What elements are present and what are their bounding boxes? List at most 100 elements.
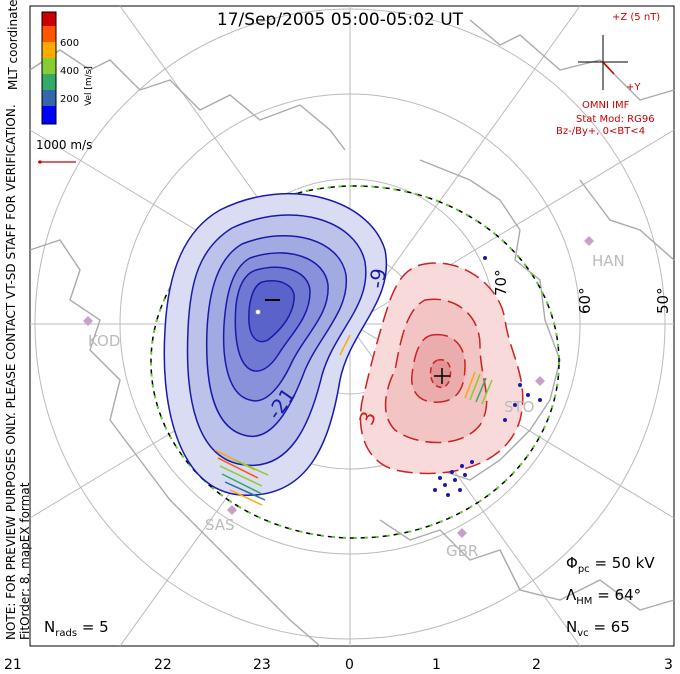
- radar-marker-sas: [227, 505, 237, 515]
- lat-label-70: 70°: [492, 269, 510, 296]
- color-swatch: [42, 42, 56, 58]
- color-swatch: [42, 58, 56, 74]
- point: [503, 418, 507, 422]
- vector: [229, 489, 263, 506]
- point: [460, 464, 464, 468]
- low-velocity-points: [433, 256, 542, 497]
- mlt-tick-1: 1: [432, 657, 441, 673]
- point: [453, 478, 457, 482]
- coastline-east: [579, 179, 675, 261]
- stat-vector-count: Nvc = 65: [566, 618, 630, 639]
- vector: [221, 473, 263, 495]
- point: [446, 493, 450, 497]
- point: [483, 256, 487, 260]
- radar-marker-han: [584, 236, 594, 246]
- vector: [234, 459, 269, 476]
- radar-label-sas: SAS: [205, 516, 235, 534]
- coastline-north-east: [469, 19, 675, 101]
- vector: [464, 371, 476, 399]
- mlt-tick-21: 21: [4, 657, 22, 673]
- point: [463, 473, 467, 477]
- point: [438, 476, 442, 480]
- color-bar: [41, 11, 57, 125]
- coastline-south-east: [379, 519, 675, 611]
- mlt-tick-3: 3: [664, 657, 673, 673]
- point: [513, 403, 517, 407]
- imf-vector: [602, 61, 615, 75]
- imf-model-line1: Stat Mod: RG96: [576, 114, 655, 125]
- negative-cell: [163, 192, 388, 496]
- imf-y-label: +Y: [626, 82, 641, 93]
- mlt-tick-0: 0: [345, 657, 354, 673]
- mlt-tick-23: 23: [253, 657, 271, 673]
- coastline-north: [29, 49, 346, 151]
- stat-radar-count: Nrads = 5: [44, 618, 109, 639]
- color-swatch: [42, 90, 56, 106]
- point: [443, 483, 447, 487]
- point: [538, 398, 542, 402]
- vector: [475, 377, 487, 403]
- color-swatch: [42, 74, 56, 90]
- radar-label-sto: STO: [504, 398, 535, 416]
- velocity-vectors-sto: [339, 334, 493, 405]
- imf-model-line2: Bz-/By+, 0<BT<4: [556, 126, 646, 137]
- stat-phi-symbol: Φ: [566, 554, 578, 572]
- point: [518, 383, 522, 387]
- color-tick-600: 600: [60, 38, 80, 49]
- point: [526, 393, 530, 397]
- map-title: 17/Sep/2005 05:00-05:02 UT: [216, 10, 464, 30]
- vector: [219, 465, 263, 487]
- velocity-vectors-sas: [214, 449, 269, 506]
- mlt-tick-2: 2: [532, 657, 541, 673]
- radar-marker-kod: [83, 316, 93, 326]
- stat-nvc-value: = 65: [593, 618, 630, 636]
- color-swatch: [42, 12, 56, 26]
- lat-label-60: 60°: [576, 287, 594, 314]
- stat-nrads-value: = 5: [81, 618, 109, 636]
- radar-marker-sto: [535, 376, 545, 386]
- stat-lambda-symbol: Λ: [566, 586, 577, 604]
- point: [458, 488, 462, 492]
- radar-label-gbr: GBR: [446, 542, 479, 560]
- preview-note-line2: FitOrder: 8, mapEX format: [18, 482, 32, 640]
- contour-level-6: [248, 280, 295, 343]
- color-swatch: [42, 26, 56, 42]
- imf-clock: [578, 35, 628, 90]
- stat-nrads-sub: rads: [55, 628, 78, 639]
- radar-sites: [83, 236, 594, 538]
- imf-source: OMNI IMF: [582, 100, 630, 111]
- lat-label-50: 50°: [654, 287, 672, 314]
- point: [433, 488, 437, 492]
- point: [470, 460, 474, 464]
- min-point: [255, 309, 261, 315]
- coordinates-label: MLT coordinates: [6, 0, 20, 90]
- contour-pos-4: [429, 358, 452, 389]
- color-bar-outline: [41, 11, 57, 125]
- stat-nvc-sub: vc: [577, 628, 589, 639]
- color-bar-axis-label: Vel [m/s]: [84, 66, 94, 106]
- preview-note-line1: NOTE: FOR PREVIEW PURPOSES ONLY. PLEASE …: [4, 104, 18, 640]
- hm-boundary-dots: [150, 185, 560, 539]
- stat-hm-latitude: ΛHM = 64°: [566, 586, 641, 607]
- stat-phi-value: = 50 kV: [594, 554, 655, 572]
- coastline-west: [29, 239, 321, 647]
- stat-nrads-symbol: N: [44, 618, 56, 636]
- stat-lambda-value: = 64°: [597, 586, 642, 604]
- positive-cell: [359, 262, 524, 475]
- stat-cross-polar-potential: Φpc = 50 kV: [566, 554, 655, 575]
- stat-lambda-sub: HM: [576, 596, 593, 607]
- color-swatch: [42, 106, 56, 124]
- radar-marker-gbr: [457, 528, 467, 538]
- color-tick-200: 200: [60, 94, 80, 105]
- radar-label-kod: KOD: [88, 332, 121, 350]
- stat-nvc-symbol: N: [566, 618, 578, 636]
- preview-note: NOTE: FOR PREVIEW PURPOSES ONLY. PLEASE …: [4, 104, 32, 640]
- vector: [217, 457, 259, 479]
- contour-label-neg9: -9: [364, 266, 392, 291]
- stat-phi-sub: pc: [577, 564, 590, 575]
- color-tick-400: 400: [60, 66, 80, 77]
- point: [450, 470, 454, 474]
- imf-z-label: +Z (5 nT): [612, 12, 661, 23]
- vector: [469, 373, 481, 401]
